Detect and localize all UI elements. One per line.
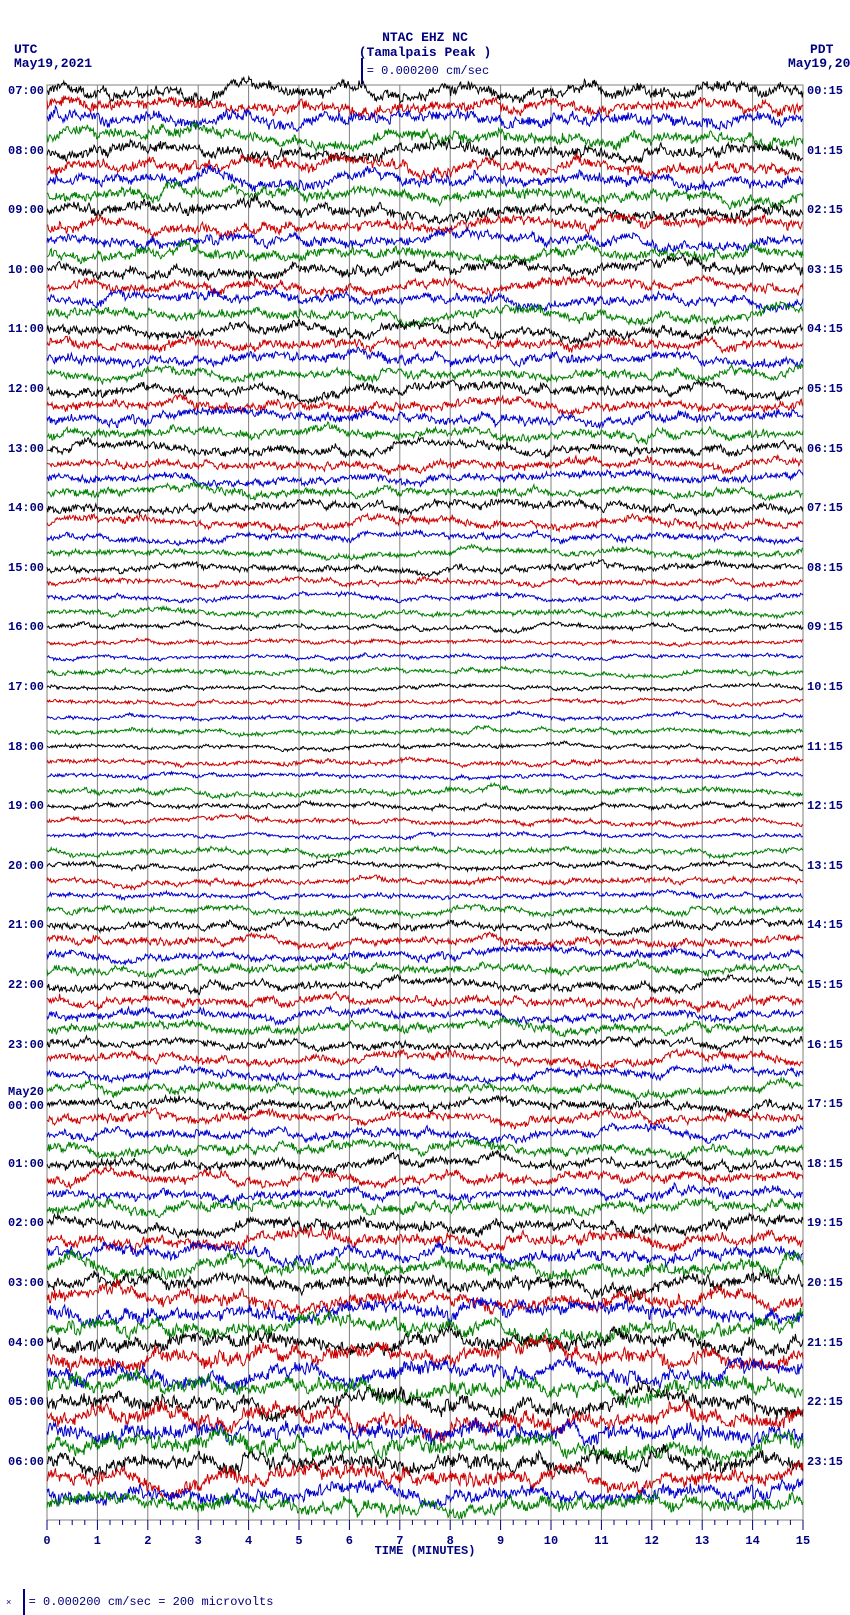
time-label: 16:00 (8, 620, 42, 634)
time-label: 15:00 (8, 561, 42, 575)
time-label: 17:00 (8, 680, 42, 694)
time-label: 22:00 (8, 978, 42, 992)
time-label: 04:15 (807, 322, 843, 336)
left-date-label: May19,2021 (14, 56, 92, 71)
time-label: 08:15 (807, 561, 843, 575)
time-label: 15:15 (807, 978, 843, 992)
time-label: 05:00 (8, 1395, 42, 1409)
time-label: 01:15 (807, 144, 843, 158)
time-label: 07:00 (8, 84, 42, 98)
plot-svg: 0123456789101112131415 (47, 85, 803, 1560)
time-label: 23:00 (8, 1038, 42, 1052)
right-date-label: May19,2021 (788, 56, 850, 71)
time-label: 03:15 (807, 263, 843, 277)
time-label: 10:00 (8, 263, 42, 277)
time-label: 00:15 (807, 84, 843, 98)
time-label: 13:00 (8, 442, 42, 456)
time-label: 07:15 (807, 501, 843, 515)
time-label: 12:15 (807, 799, 843, 813)
time-label: 13:15 (807, 859, 843, 873)
time-label: 14:15 (807, 918, 843, 932)
time-label: 11:15 (807, 740, 843, 754)
time-label: 06:15 (807, 442, 843, 456)
footer-scale: × = 0.000200 cm/sec = 200 microvolts (6, 1595, 273, 1609)
time-label: 20:00 (8, 859, 42, 873)
time-label: 18:00 (8, 740, 42, 754)
seismogram-plot: NTAC EHZ NC (Tamalpais Peak ) = 0.000200… (0, 0, 850, 1613)
station-title: NTAC EHZ NC (0, 30, 850, 45)
time-label: 16:15 (807, 1038, 843, 1052)
time-label: 09:00 (8, 203, 42, 217)
time-label: 06:00 (8, 1455, 42, 1469)
time-label: 19:00 (8, 799, 42, 813)
time-label: 21:00 (8, 918, 42, 932)
scale-bar-label: = 0.000200 cm/sec (0, 64, 850, 78)
station-subtitle: (Tamalpais Peak ) (0, 45, 850, 60)
time-label: 05:15 (807, 382, 843, 396)
time-label: 14:00 (8, 501, 42, 515)
left-tz-label: UTC (14, 42, 37, 57)
right-tz-label: PDT (810, 42, 833, 57)
time-label: 20:15 (807, 1276, 843, 1290)
time-label: 12:00 (8, 382, 42, 396)
time-label: 17:15 (807, 1097, 843, 1111)
time-label: 19:15 (807, 1216, 843, 1230)
time-label: 02:00 (8, 1216, 42, 1230)
time-label: May2000:00 (8, 1085, 42, 1113)
time-label: 21:15 (807, 1336, 843, 1350)
time-label: 18:15 (807, 1157, 843, 1171)
time-label: 09:15 (807, 620, 843, 634)
time-label: 03:00 (8, 1276, 42, 1290)
x-axis-label: TIME (MINUTES) (0, 1544, 850, 1558)
time-label: 08:00 (8, 144, 42, 158)
time-label: 02:15 (807, 203, 843, 217)
time-label: 10:15 (807, 680, 843, 694)
time-label: 04:00 (8, 1336, 42, 1350)
time-label: 11:00 (8, 322, 42, 336)
time-label: 22:15 (807, 1395, 843, 1409)
time-label: 23:15 (807, 1455, 843, 1469)
time-label: 01:00 (8, 1157, 42, 1171)
